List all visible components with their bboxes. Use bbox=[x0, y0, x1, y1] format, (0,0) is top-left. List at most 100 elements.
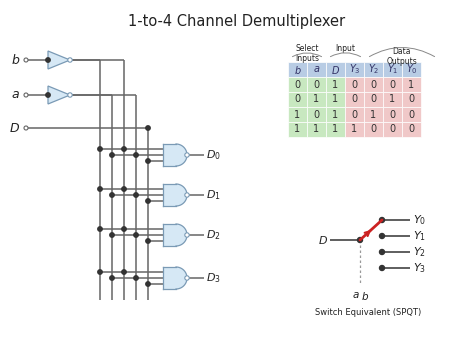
Text: 0: 0 bbox=[313, 79, 319, 90]
Circle shape bbox=[98, 187, 102, 191]
Circle shape bbox=[185, 193, 189, 197]
Bar bbox=[163, 267, 176, 289]
Text: 1: 1 bbox=[371, 109, 376, 119]
Text: 1: 1 bbox=[409, 79, 415, 90]
Wedge shape bbox=[176, 267, 187, 289]
Circle shape bbox=[110, 276, 114, 280]
Circle shape bbox=[185, 153, 189, 157]
Bar bbox=[402, 122, 421, 137]
Text: 0: 0 bbox=[409, 109, 415, 119]
Bar bbox=[326, 107, 345, 122]
Text: $\mathit{a}$: $\mathit{a}$ bbox=[313, 65, 320, 75]
Circle shape bbox=[134, 193, 138, 197]
Circle shape bbox=[68, 93, 72, 97]
Bar bbox=[402, 62, 421, 77]
Bar bbox=[326, 77, 345, 92]
Bar bbox=[326, 122, 345, 137]
Wedge shape bbox=[176, 224, 187, 246]
Circle shape bbox=[134, 233, 138, 237]
Circle shape bbox=[98, 270, 102, 274]
Circle shape bbox=[122, 270, 126, 274]
Text: $Y_0$: $Y_0$ bbox=[406, 63, 418, 76]
Bar bbox=[163, 144, 176, 166]
Text: 0: 0 bbox=[371, 94, 376, 105]
Bar bbox=[307, 62, 326, 77]
Circle shape bbox=[134, 276, 138, 280]
Circle shape bbox=[185, 276, 189, 280]
Text: $\mathit{D}$: $\mathit{D}$ bbox=[331, 64, 340, 76]
Circle shape bbox=[110, 233, 114, 237]
Bar bbox=[402, 77, 421, 92]
Bar bbox=[364, 77, 383, 92]
Bar bbox=[163, 224, 176, 246]
Text: 0: 0 bbox=[390, 79, 396, 90]
Bar bbox=[364, 62, 383, 77]
Circle shape bbox=[110, 153, 114, 157]
Circle shape bbox=[146, 126, 150, 130]
Circle shape bbox=[46, 58, 50, 62]
Text: 1: 1 bbox=[390, 94, 396, 105]
Bar bbox=[288, 92, 307, 107]
Wedge shape bbox=[176, 144, 187, 166]
Text: 1: 1 bbox=[351, 124, 357, 134]
Text: 0: 0 bbox=[371, 79, 376, 90]
Text: 1: 1 bbox=[332, 79, 338, 90]
Polygon shape bbox=[48, 86, 70, 104]
Text: $D$: $D$ bbox=[318, 234, 328, 246]
Text: $Y_2$: $Y_2$ bbox=[368, 63, 379, 76]
Text: $D$: $D$ bbox=[9, 121, 20, 134]
Circle shape bbox=[357, 237, 363, 242]
Bar bbox=[345, 107, 364, 122]
Bar bbox=[307, 92, 326, 107]
Bar bbox=[307, 77, 326, 92]
Text: $D_3$: $D_3$ bbox=[206, 271, 221, 285]
Text: $D_2$: $D_2$ bbox=[206, 228, 221, 242]
Circle shape bbox=[380, 234, 384, 238]
Polygon shape bbox=[48, 51, 70, 69]
Circle shape bbox=[134, 153, 138, 157]
Text: 1: 1 bbox=[313, 124, 319, 134]
Circle shape bbox=[122, 187, 126, 191]
Text: 1: 1 bbox=[313, 94, 319, 105]
Text: 1: 1 bbox=[332, 94, 338, 105]
Bar bbox=[326, 92, 345, 107]
Bar bbox=[288, 107, 307, 122]
Text: 0: 0 bbox=[351, 94, 357, 105]
Text: $a$: $a$ bbox=[11, 89, 20, 102]
Bar bbox=[288, 77, 307, 92]
Circle shape bbox=[146, 199, 150, 203]
Bar bbox=[383, 62, 402, 77]
Text: 1-to-4 Channel Demultiplexer: 1-to-4 Channel Demultiplexer bbox=[128, 14, 346, 29]
Text: $b$: $b$ bbox=[10, 53, 20, 67]
Bar bbox=[383, 92, 402, 107]
Circle shape bbox=[146, 159, 150, 163]
Bar bbox=[364, 92, 383, 107]
Text: 0: 0 bbox=[371, 124, 376, 134]
Text: 1: 1 bbox=[332, 109, 338, 119]
Bar bbox=[345, 77, 364, 92]
Text: Input: Input bbox=[335, 44, 355, 53]
Text: Data
Outputs: Data Outputs bbox=[387, 47, 418, 66]
Bar bbox=[402, 92, 421, 107]
Circle shape bbox=[122, 227, 126, 231]
Circle shape bbox=[24, 126, 28, 130]
Text: 0: 0 bbox=[409, 124, 415, 134]
Wedge shape bbox=[176, 184, 187, 206]
Bar bbox=[288, 62, 307, 77]
Text: $Y_3$: $Y_3$ bbox=[413, 261, 426, 275]
Bar bbox=[345, 122, 364, 137]
Bar bbox=[288, 122, 307, 137]
Text: $D_1$: $D_1$ bbox=[206, 188, 221, 202]
Text: $Y_2$: $Y_2$ bbox=[413, 245, 426, 259]
Text: Switch Equivalent (SPQT): Switch Equivalent (SPQT) bbox=[315, 308, 421, 317]
Text: 0: 0 bbox=[409, 94, 415, 105]
Text: $D_0$: $D_0$ bbox=[206, 148, 221, 162]
Circle shape bbox=[24, 93, 28, 97]
Bar bbox=[383, 107, 402, 122]
Bar bbox=[402, 107, 421, 122]
Circle shape bbox=[98, 227, 102, 231]
Circle shape bbox=[46, 93, 50, 97]
Circle shape bbox=[24, 58, 28, 62]
Text: 0: 0 bbox=[351, 109, 357, 119]
Circle shape bbox=[185, 233, 189, 237]
